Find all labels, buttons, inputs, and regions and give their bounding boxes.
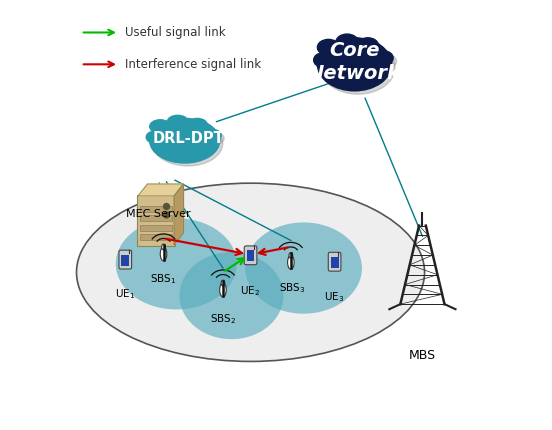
FancyBboxPatch shape <box>140 225 172 231</box>
Ellipse shape <box>170 118 191 132</box>
Ellipse shape <box>208 132 224 144</box>
Polygon shape <box>138 184 183 196</box>
FancyBboxPatch shape <box>121 255 129 265</box>
Ellipse shape <box>149 134 164 146</box>
Ellipse shape <box>245 222 362 313</box>
Ellipse shape <box>158 144 172 154</box>
Ellipse shape <box>153 121 223 166</box>
Text: UE$_2$: UE$_2$ <box>241 284 261 298</box>
Ellipse shape <box>314 53 330 67</box>
Ellipse shape <box>188 118 207 131</box>
Ellipse shape <box>116 218 237 310</box>
Ellipse shape <box>375 51 393 65</box>
FancyBboxPatch shape <box>244 246 257 265</box>
Ellipse shape <box>190 121 210 134</box>
Ellipse shape <box>289 252 293 258</box>
Ellipse shape <box>327 68 342 80</box>
Circle shape <box>163 203 169 209</box>
Ellipse shape <box>379 55 396 68</box>
Ellipse shape <box>369 62 385 75</box>
Text: DRL-DPT: DRL-DPT <box>153 131 225 146</box>
Ellipse shape <box>150 118 220 163</box>
FancyBboxPatch shape <box>137 195 175 246</box>
Ellipse shape <box>321 41 395 94</box>
Ellipse shape <box>317 40 339 55</box>
Ellipse shape <box>204 129 221 141</box>
Circle shape <box>163 212 169 218</box>
Ellipse shape <box>155 141 169 151</box>
FancyBboxPatch shape <box>247 251 254 261</box>
Text: Useful signal link: Useful signal link <box>125 26 226 39</box>
FancyBboxPatch shape <box>140 215 172 221</box>
Ellipse shape <box>339 37 362 53</box>
Ellipse shape <box>201 142 216 153</box>
Polygon shape <box>174 184 183 245</box>
FancyBboxPatch shape <box>119 250 132 269</box>
Ellipse shape <box>146 131 162 143</box>
Text: SBS$_1$: SBS$_1$ <box>150 272 177 286</box>
Text: Interference signal link: Interference signal link <box>125 58 262 71</box>
FancyBboxPatch shape <box>328 252 341 271</box>
Ellipse shape <box>77 183 424 362</box>
Ellipse shape <box>288 255 294 269</box>
Ellipse shape <box>198 139 214 150</box>
Ellipse shape <box>361 41 381 56</box>
Text: MEC Server: MEC Server <box>126 209 190 218</box>
Ellipse shape <box>317 38 392 91</box>
Ellipse shape <box>321 43 343 59</box>
Ellipse shape <box>153 123 174 136</box>
Ellipse shape <box>179 252 283 339</box>
FancyBboxPatch shape <box>140 206 172 212</box>
Text: Core
Network: Core Network <box>308 41 401 83</box>
Ellipse shape <box>220 283 226 297</box>
Text: UE$_3$: UE$_3$ <box>325 291 345 304</box>
FancyBboxPatch shape <box>331 257 338 267</box>
Ellipse shape <box>317 57 333 71</box>
Ellipse shape <box>323 64 338 77</box>
Ellipse shape <box>162 244 166 250</box>
Ellipse shape <box>160 247 167 261</box>
Ellipse shape <box>372 66 389 78</box>
Text: MBS: MBS <box>409 349 436 362</box>
FancyBboxPatch shape <box>140 234 172 240</box>
Text: UE$_1$: UE$_1$ <box>115 287 135 301</box>
Text: SBS$_3$: SBS$_3$ <box>279 281 305 295</box>
Ellipse shape <box>221 280 225 286</box>
Text: SBS$_2$: SBS$_2$ <box>210 313 236 326</box>
Ellipse shape <box>358 38 378 52</box>
Ellipse shape <box>336 34 358 50</box>
Ellipse shape <box>150 120 171 133</box>
Ellipse shape <box>167 115 188 129</box>
